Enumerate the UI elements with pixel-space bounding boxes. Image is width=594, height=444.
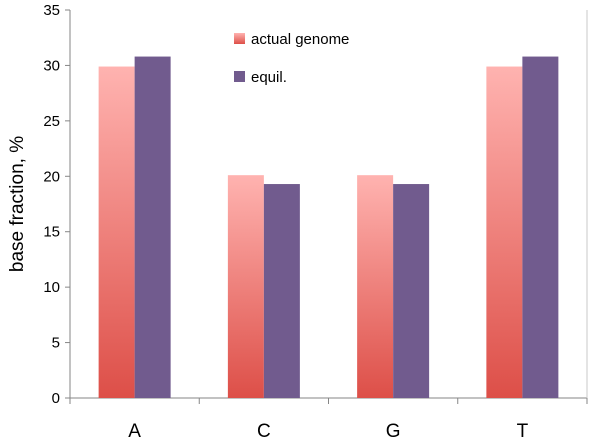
bar-actual-genome-A <box>98 66 135 398</box>
y-axis-ticks: 0 5 10 15 20 25 30 35 <box>43 2 70 407</box>
y-tick-label: 0 <box>52 390 60 407</box>
bar-equil-G <box>393 184 430 398</box>
bar-equil-A <box>134 56 171 399</box>
bar-equil-T <box>522 56 559 399</box>
y-tick-label: 15 <box>43 224 60 241</box>
legend-swatch-actual-genome <box>234 33 245 44</box>
y-tick-label: 20 <box>43 168 60 185</box>
bar-equil-C <box>263 184 300 398</box>
bar-actual-genome-G <box>357 175 394 398</box>
y-tick-label: 10 <box>43 279 60 296</box>
y-tick-label: 30 <box>43 57 60 74</box>
x-category-label: T <box>517 421 529 442</box>
bar-actual-genome-C <box>227 175 264 398</box>
x-category-label: C <box>257 421 271 442</box>
legend-label-actual-genome: actual genome <box>251 31 349 48</box>
x-category-label: A <box>128 421 141 442</box>
legend: actual genome equil. <box>234 31 349 86</box>
y-tick-label: 35 <box>43 2 60 19</box>
y-axis-label: base fraction, % <box>7 136 28 272</box>
bar-series <box>98 56 559 399</box>
y-tick-label: 5 <box>52 335 60 352</box>
x-category-label: G <box>386 421 401 442</box>
legend-label-equil: equil. <box>251 69 287 86</box>
legend-swatch-equil <box>234 71 245 82</box>
y-tick-label: 25 <box>43 113 60 130</box>
bar-actual-genome-T <box>486 66 523 398</box>
